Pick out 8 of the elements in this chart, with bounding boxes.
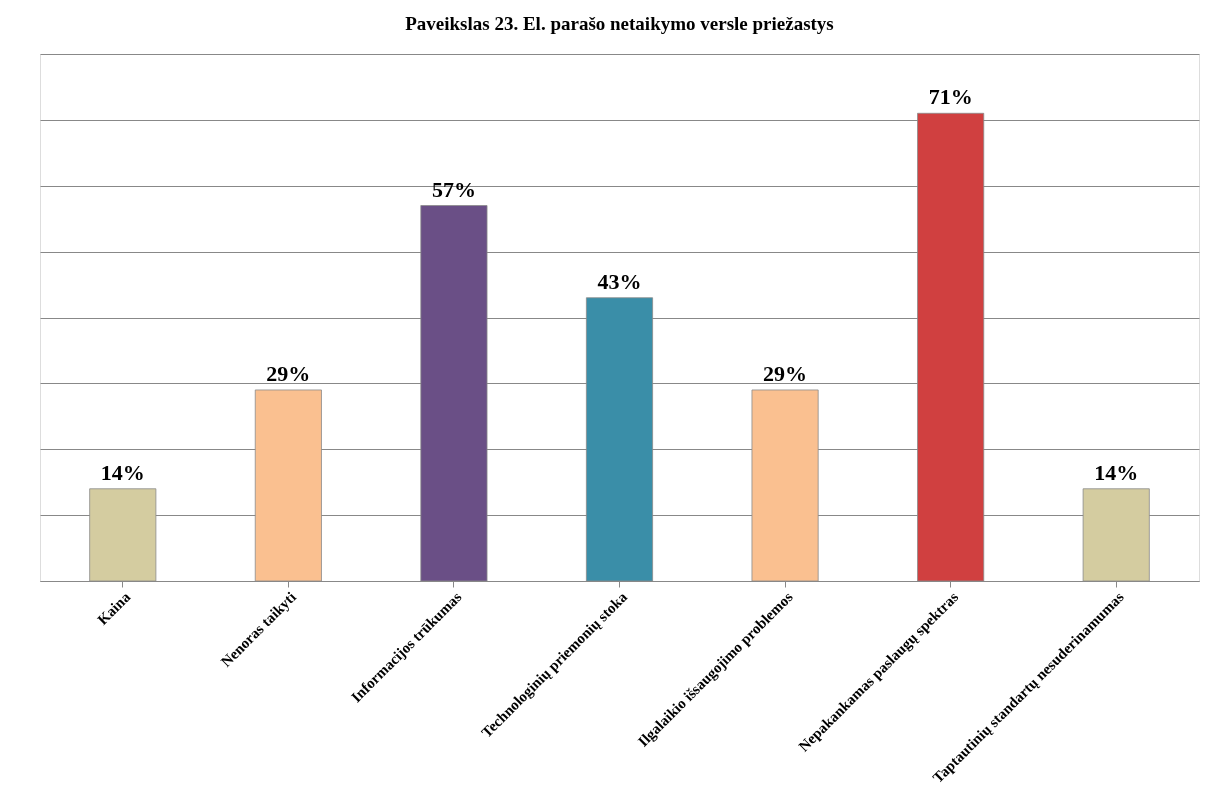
chart-title: Paveikslas 23. El. parašo netaikymo versle priežastys xyxy=(405,13,834,34)
data-label: 71% xyxy=(928,84,973,110)
data-label: 14% xyxy=(100,459,145,485)
data-label: 29% xyxy=(266,360,311,386)
data-label: 43% xyxy=(597,268,642,294)
data-label: 14% xyxy=(1094,459,1139,485)
data-label: 29% xyxy=(763,360,808,386)
data-label: 57% xyxy=(431,176,476,202)
